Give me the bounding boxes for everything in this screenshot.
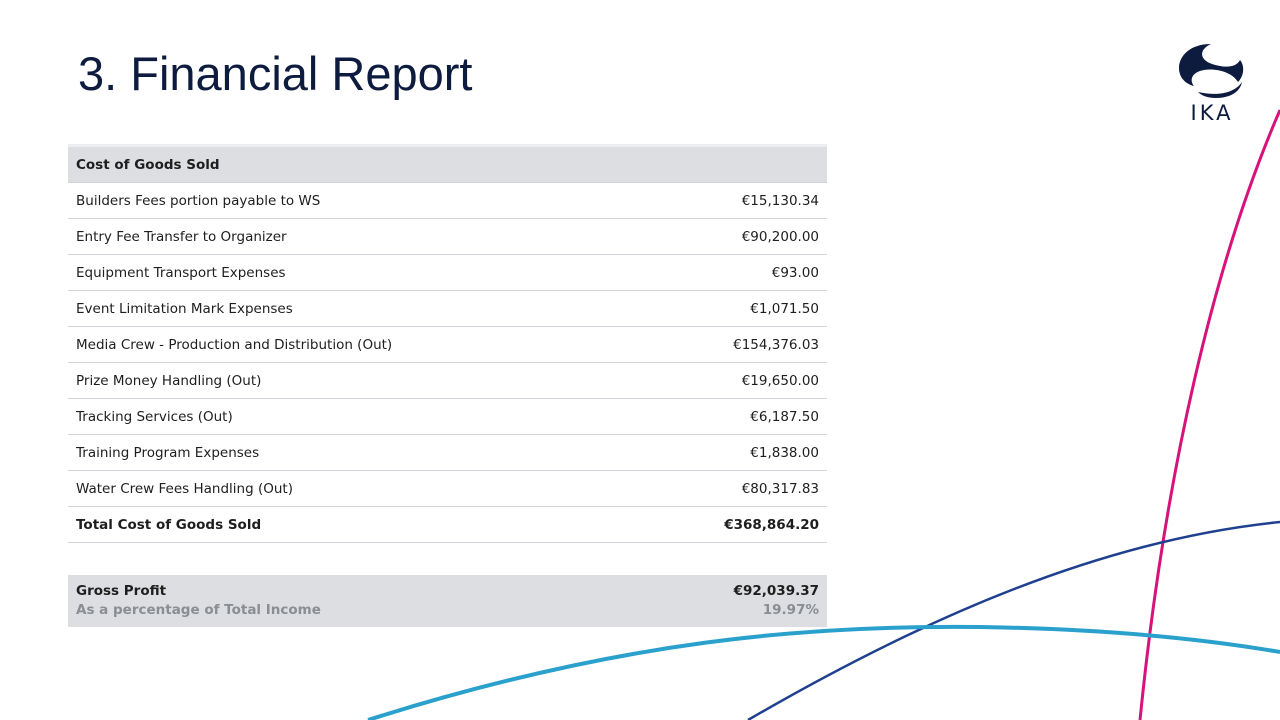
table-row: Training Program Expenses €1,838.00 (68, 434, 827, 471)
ika-logo: IKA (1179, 44, 1244, 124)
gross-profit-pct-value: 19.97% (762, 602, 819, 618)
table-row: Event Limitation Mark Expenses €1,071.50 (68, 290, 827, 327)
row-amount: €1,071.50 (637, 290, 827, 327)
row-amount: €80,317.83 (637, 470, 827, 507)
row-amount: €19,650.00 (637, 362, 827, 399)
spacer-row (68, 543, 827, 576)
row-label: Equipment Transport Expenses (68, 254, 638, 291)
page-title: 3. Financial Report (78, 47, 473, 100)
table-row: Tracking Services (Out) €6,187.50 (68, 398, 827, 435)
row-label: Builders Fees portion payable to WS (68, 182, 638, 219)
section-header-label: Cost of Goods Sold (68, 144, 638, 183)
table-row: Entry Fee Transfer to Organizer €90,200.… (68, 218, 827, 255)
total-amount: €368,864.20 (637, 506, 827, 543)
navy-curve (747, 520, 1280, 720)
row-label: Entry Fee Transfer to Organizer (68, 218, 638, 255)
section-header-amount (637, 144, 827, 183)
row-amount: €1,838.00 (637, 434, 827, 471)
logo-text: IKA (1191, 101, 1234, 124)
total-row: Total Cost of Goods Sold €368,864.20 (68, 506, 827, 543)
total-label: Total Cost of Goods Sold (68, 506, 638, 543)
table-row: Water Crew Fees Handling (Out) €80,317.8… (68, 470, 827, 507)
gross-profit-label: Gross Profit (76, 583, 167, 599)
table-row: Equipment Transport Expenses €93.00 (68, 254, 827, 291)
row-label: Prize Money Handling (Out) (68, 362, 638, 399)
cyan-curve (367, 624, 1280, 720)
row-amount: €15,130.34 (637, 182, 827, 219)
section-header-row: Cost of Goods Sold (68, 144, 827, 183)
row-label: Media Crew - Production and Distribution… (68, 326, 638, 363)
gross-profit-pct-label: As a percentage of Total Income (76, 602, 321, 618)
row-amount: €154,376.03 (637, 326, 827, 363)
cost-of-goods-table: Cost of Goods Sold Builders Fees portion… (68, 144, 827, 627)
gross-profit-labels: Gross Profit As a percentage of Total In… (68, 575, 638, 627)
row-label: Training Program Expenses (68, 434, 638, 471)
row-amount: €90,200.00 (637, 218, 827, 255)
table-row: Prize Money Handling (Out) €19,650.00 (68, 362, 827, 399)
table-row: Media Crew - Production and Distribution… (68, 326, 827, 363)
logo-mark-icon (1179, 44, 1244, 98)
gross-profit-row: Gross Profit As a percentage of Total In… (68, 575, 827, 627)
gross-profit-values: €92,039.37 19.97% (637, 575, 827, 627)
row-label: Tracking Services (Out) (68, 398, 638, 435)
row-amount: €6,187.50 (637, 398, 827, 435)
row-label: Water Crew Fees Handling (Out) (68, 470, 638, 507)
table-row: Builders Fees portion payable to WS €15,… (68, 182, 827, 219)
gross-profit-amount: €92,039.37 (733, 583, 819, 599)
row-amount: €93.00 (637, 254, 827, 291)
magenta-curve (1138, 109, 1280, 720)
row-label: Event Limitation Mark Expenses (68, 290, 638, 327)
